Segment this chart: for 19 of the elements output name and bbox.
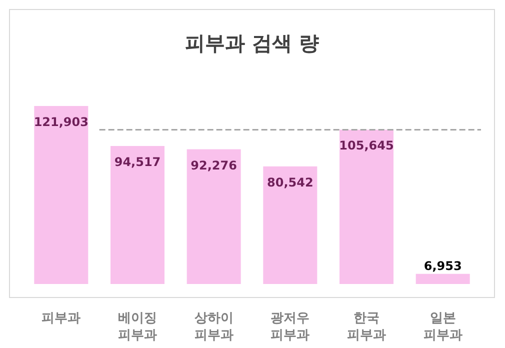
data-label: 94,517 [114, 154, 161, 169]
bar [416, 274, 470, 284]
bar [263, 166, 318, 284]
bar [340, 130, 394, 284]
bar [110, 146, 164, 284]
x-tick-label: 베이징 피부과 [118, 311, 157, 343]
x-tick-label: 상하이 피부과 [194, 311, 234, 343]
x-tick-label: 광저우 피부과 [270, 311, 310, 343]
bar [34, 106, 88, 284]
data-label: 92,276 [190, 158, 237, 172]
chart-title: 피부과 검색 량 [185, 31, 319, 55]
bar [186, 149, 241, 284]
x-tick-label: 피부과 [42, 311, 81, 326]
x-tick-label: 한국 피부과 [347, 311, 386, 343]
data-label: 105,645 [339, 138, 394, 153]
data-label: 6,953 [424, 258, 462, 273]
data-label: 121,903 [34, 114, 88, 129]
x-tick-label: 일본 피부과 [423, 311, 462, 343]
data-label: 80,542 [267, 175, 314, 190]
